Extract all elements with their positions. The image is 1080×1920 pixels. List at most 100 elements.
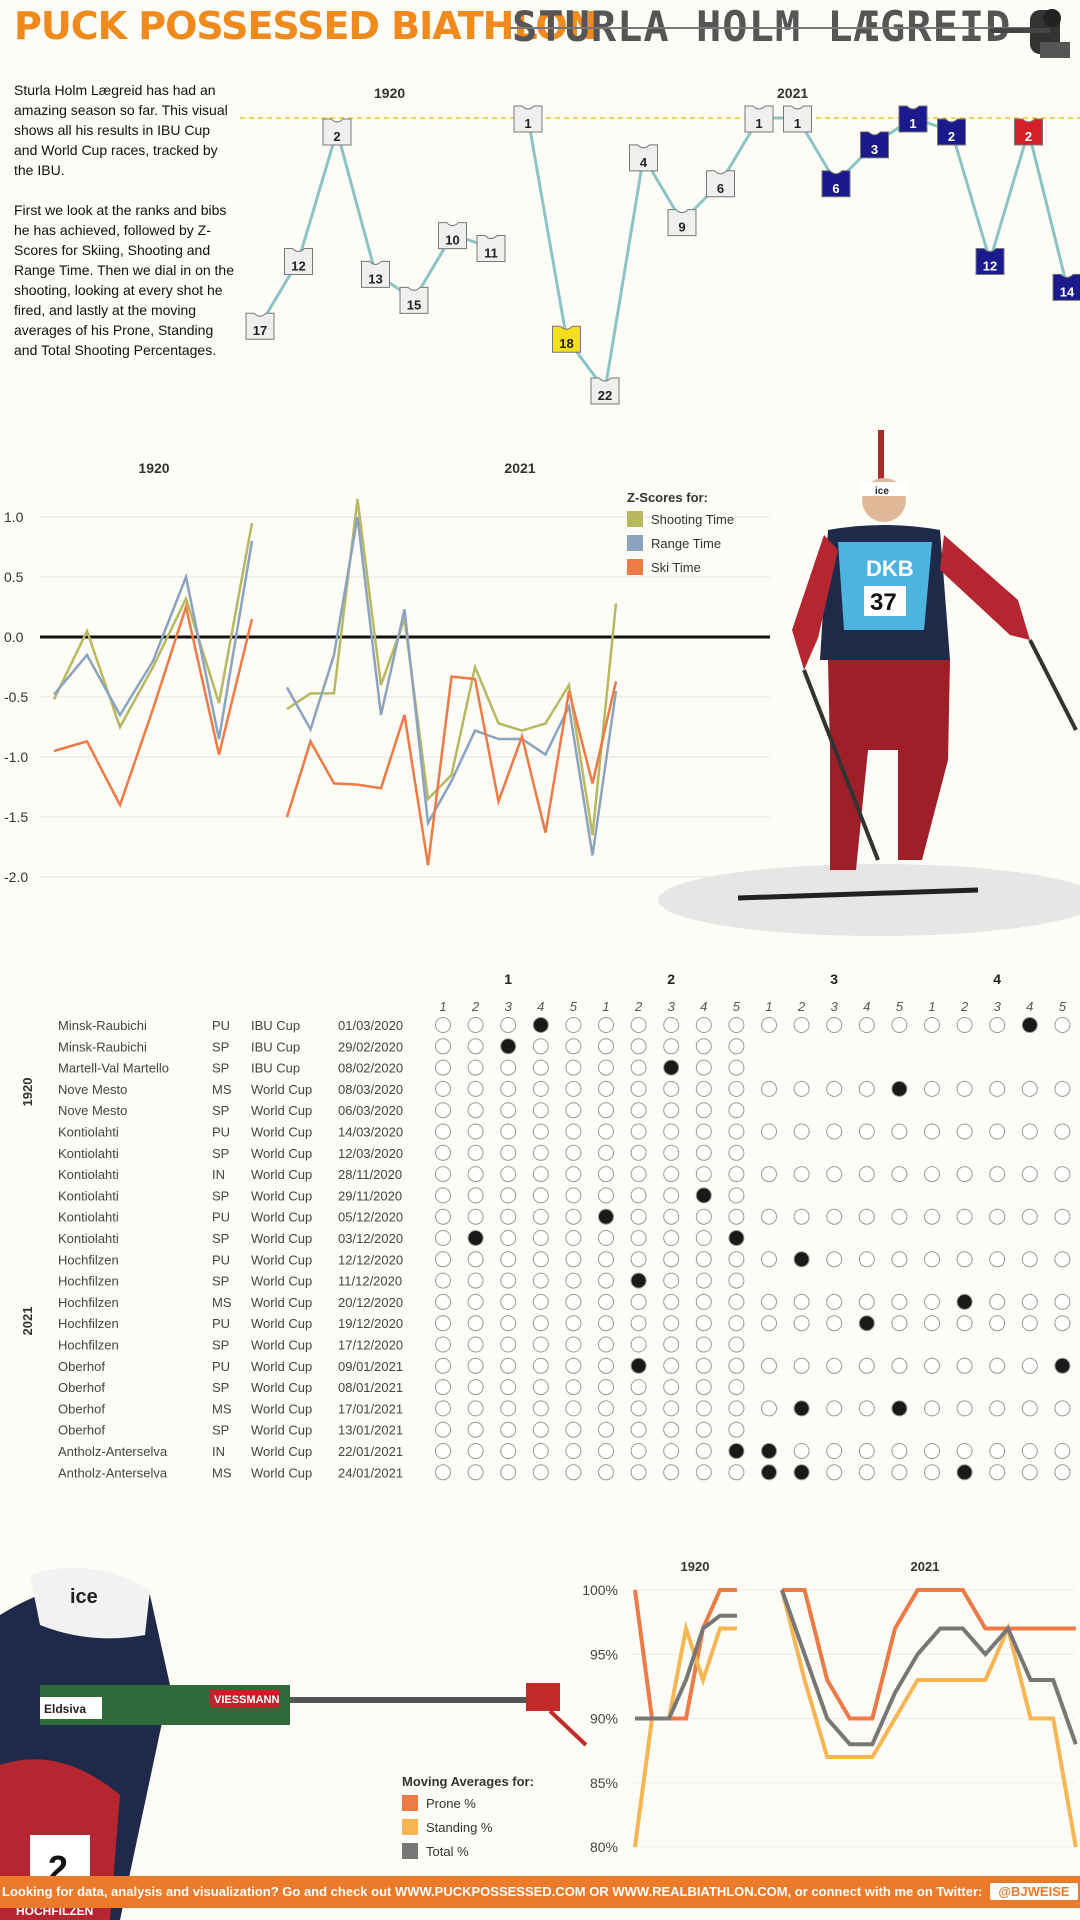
z-line-2021-shooting-time [286, 498, 618, 836]
headband [860, 482, 908, 496]
shot-hit-dot [728, 1357, 745, 1374]
row-venue: Antholz-Anterselva [58, 1444, 168, 1459]
shot-hit-dot [663, 1464, 680, 1481]
row-level: World Cup [251, 1146, 312, 1161]
rank-bib [821, 170, 851, 198]
shot-hit-dot [532, 1315, 549, 1332]
shot-hit-dot [598, 1315, 614, 1332]
rank-label: 2 [333, 129, 340, 144]
shot-hit-dot [500, 1187, 517, 1204]
shot-hit-dot [989, 1166, 1006, 1183]
shot-hit-dot [891, 1443, 908, 1459]
rank-bib [860, 131, 889, 159]
shot-hit-dot [956, 1315, 973, 1332]
shot-hit-dot [1021, 1293, 1038, 1310]
row-level: IBU Cup [251, 1061, 300, 1076]
shot-hit-dot [435, 1315, 451, 1332]
shot-hit-dot [565, 1315, 582, 1332]
shot-hit-dot [663, 1400, 680, 1417]
shot-hit-dot [891, 1017, 908, 1033]
shot-hit-dot [695, 1059, 712, 1076]
row-race-type: SP [212, 1188, 229, 1203]
shot-hit-dot [532, 1038, 549, 1055]
shot-hit-dot [1054, 1464, 1071, 1481]
rank-label: 12 [291, 258, 305, 273]
y-tick-label: -1.0 [4, 749, 28, 765]
shot-hit-dot [565, 1443, 582, 1459]
shot-hit-dot [565, 1357, 582, 1374]
shot-hit-dot [728, 1315, 745, 1332]
row-date: 28/11/2020 [338, 1167, 402, 1182]
rank-bib [513, 105, 543, 133]
row-race-type: MS [212, 1295, 232, 1310]
shot-hit-dot [565, 1144, 582, 1161]
shot-hit-dot [467, 1443, 484, 1459]
shot-hit-dot [435, 1272, 451, 1289]
shot-hit-dot [565, 1166, 582, 1183]
shot-hit-dot [500, 1400, 517, 1417]
row-date: 19/12/2020 [338, 1316, 403, 1331]
shot-hit-dot [956, 1017, 973, 1033]
rifle-sight [526, 1683, 560, 1711]
rifle-brand-badge [210, 1689, 280, 1707]
shot-hit-dot [467, 1038, 484, 1055]
shot-hit-dot [663, 1421, 680, 1438]
shot-hit-dot [924, 1315, 940, 1332]
shot-hit-dot [728, 1017, 745, 1033]
shot-hit-dot [467, 1400, 484, 1417]
intro-text: Sturla Holm Lægreid has had an amazing s… [14, 80, 234, 380]
shot-hit-dot [598, 1293, 614, 1310]
legend-swatch-shooting [627, 511, 643, 527]
shot-header: 5 [1059, 999, 1067, 1014]
shot-hit-dot [695, 1336, 712, 1353]
shot-hit-dot [663, 1357, 680, 1374]
shot-header: 2 [797, 999, 806, 1014]
shot-hit-dot [1021, 1315, 1038, 1332]
shot-hit-dot [728, 1251, 745, 1268]
shot-hit-dot [728, 1464, 745, 1481]
shot-hit-dot [435, 1102, 451, 1119]
shot-hit-dot [858, 1251, 875, 1268]
shot-hit-dot [1054, 1315, 1071, 1332]
rank-label: 17 [253, 323, 267, 338]
shot-hit-dot [532, 1059, 549, 1076]
shot-hit-dot [467, 1059, 484, 1076]
row-level: World Cup [251, 1252, 312, 1267]
shot-hit-dot [793, 1208, 810, 1225]
shot-hit-dot [989, 1080, 1006, 1097]
shot-hit-dot [565, 1123, 582, 1140]
row-level: World Cup [251, 1465, 312, 1480]
shot-hit-dot [891, 1123, 908, 1140]
shot-hit-dot [663, 1208, 680, 1225]
shot-hit-dot [598, 1443, 614, 1459]
row-race-type: MS [212, 1082, 232, 1097]
shot-hit-dot [891, 1208, 908, 1225]
twitter-handle[interactable]: @BJWEISE [990, 1883, 1078, 1900]
shot-hit-dot [435, 1166, 451, 1183]
rank-bib [629, 144, 658, 172]
row-venue: Hochfilzen [58, 1252, 119, 1267]
shot-hit-dot [989, 1251, 1006, 1268]
shot-hit-dot [663, 1080, 680, 1097]
rank-bib [975, 247, 1005, 275]
shot-hit-dot [565, 1059, 582, 1076]
shot-hit-dot [761, 1080, 777, 1097]
shot-hit-dot [630, 1400, 647, 1417]
rifle-barrel [878, 430, 884, 490]
shot-hit-dot [924, 1080, 940, 1097]
shot-header: 3 [505, 999, 513, 1014]
shot-hit-dot [663, 1230, 680, 1246]
shot-header: 4 [1026, 999, 1033, 1014]
sponsor-text: Eldsiva [44, 1702, 86, 1716]
shot-hit-dot [826, 1251, 843, 1268]
shot-hit-dot [532, 1144, 549, 1161]
shot-hit-dot [858, 1017, 875, 1033]
shot-hit-dot [989, 1443, 1006, 1459]
row-race-type: SP [212, 1338, 229, 1353]
cap-text: ice [70, 1586, 98, 1608]
ma-season-label-1920: 1920 [681, 1559, 710, 1574]
shot-hit-dot [924, 1208, 940, 1225]
shot-hit-dot [467, 1123, 484, 1140]
shot-hit-dot [793, 1123, 810, 1140]
shot-hit-dot [695, 1400, 712, 1417]
